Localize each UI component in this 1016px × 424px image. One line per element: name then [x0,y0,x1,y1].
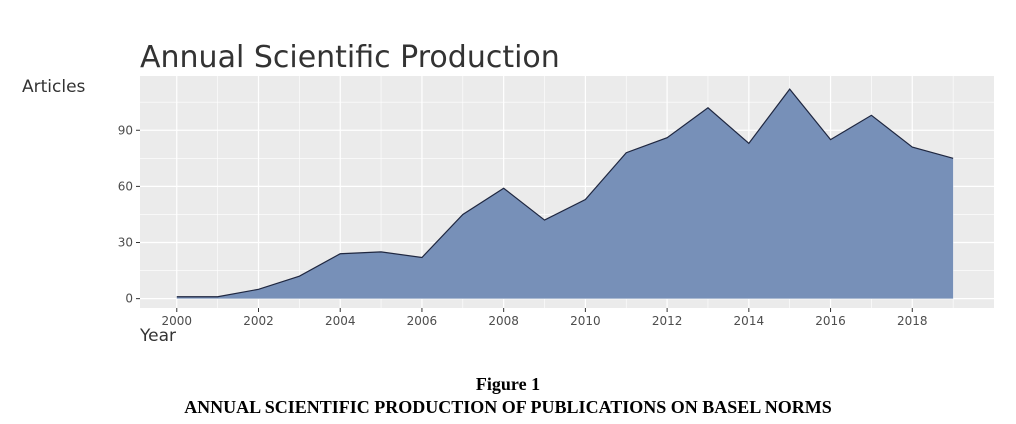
x-tick-label: 2002 [243,314,274,328]
x-tick-label: 2014 [734,314,765,328]
x-axis-title: Year [139,326,176,346]
x-tick-label: 2004 [325,314,356,328]
area-fill [176,89,954,299]
y-axis-ticks: 0 30 60 90 [118,123,140,306]
y-axis-title: Articles [22,77,86,97]
x-tick-label: 2010 [570,314,601,328]
y-tick-label: 60 [118,179,133,193]
x-axis-ticks: 2000 2002 2004 2006 2008 2010 2012 2014 2016 2018 [162,308,928,328]
x-tick-label: 2008 [488,314,519,328]
area-layer [176,88,954,299]
figure-caption: ANNUAL SCIENTIFIC PRODUCTION OF PUBLICAT… [184,397,832,417]
x-tick-label: 2018 [897,314,928,328]
x-tick-label: 2012 [652,314,683,328]
y-tick-label: 30 [118,236,133,250]
figure-label: Figure 1 [475,374,541,394]
chart-title: Annual Scientific Production [140,40,560,75]
x-tick-label: 2006 [407,314,438,328]
x-tick-label: 2000 [162,314,193,328]
y-tick-label: 0 [125,292,133,306]
x-tick-label: 2016 [815,314,846,328]
y-tick-label: 90 [118,123,133,137]
series-line [176,88,954,298]
